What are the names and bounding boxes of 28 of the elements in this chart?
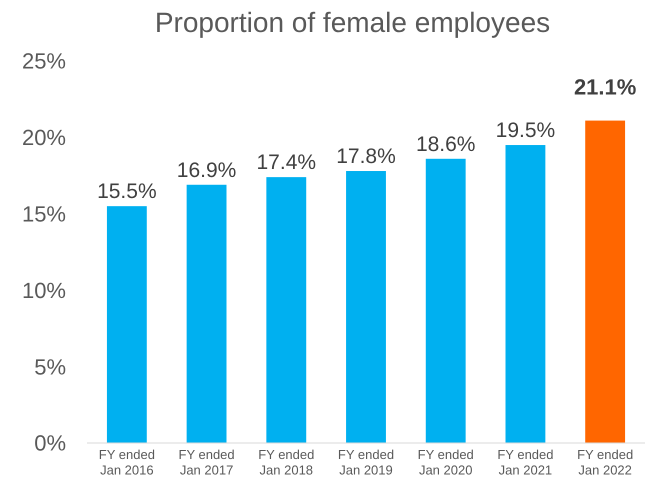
data-label: 17.4% [256,151,316,174]
bar [106,206,147,443]
bar [426,158,466,443]
x-tick-label: FY ended Jan 2020 [418,447,474,478]
data-label: 17.8% [336,145,396,168]
y-tick-label: 20% [22,125,66,150]
bar [186,184,226,443]
x-tick-label: FY ended Jan 2022 [577,447,634,478]
y-tick-label: 25% [22,48,66,74]
x-tick-label: FY ended Jan 2017 [178,447,235,478]
y-tick-label: 10% [22,278,66,303]
y-tick-label: 15% [22,202,66,226]
x-tick-label: FY ended Jan 2018 [258,447,314,478]
data-label: 18.6% [416,132,476,156]
chart-title: Proportion of female employees [154,7,550,38]
bar [506,145,546,443]
bar [346,171,386,443]
bar [266,177,306,443]
y-tick-label: 0% [34,430,66,456]
x-tick-label: FY ended Jan 2019 [338,447,394,478]
bar [585,120,626,443]
data-label: 16.9% [176,158,236,182]
data-label: 15.5% [97,180,157,204]
y-tick-label: 5% [34,354,66,380]
data-label: 19.5% [496,119,556,142]
data-label: 21.1% [574,74,636,100]
x-tick-label: FY ended Jan 2021 [497,447,554,478]
x-tick-label: FY ended Jan 2016 [98,447,155,478]
